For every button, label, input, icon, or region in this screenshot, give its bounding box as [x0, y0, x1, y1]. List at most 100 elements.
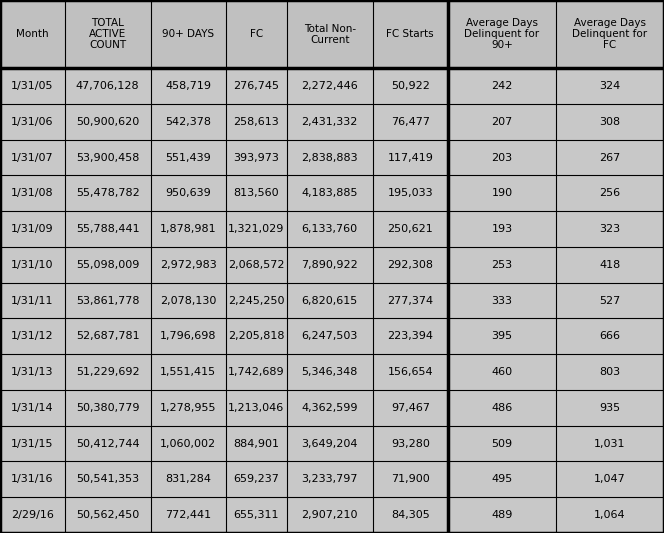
Bar — [64, 0, 151, 68]
Text: 418: 418 — [600, 260, 621, 270]
Bar — [448, 462, 556, 497]
Bar — [373, 175, 448, 211]
Bar — [64, 282, 151, 319]
Bar — [373, 426, 448, 462]
Text: 4,362,599: 4,362,599 — [301, 403, 358, 413]
Bar — [0, 390, 64, 426]
Text: 190: 190 — [491, 188, 513, 198]
Text: 97,467: 97,467 — [391, 403, 430, 413]
Bar — [373, 104, 448, 140]
Bar — [448, 354, 556, 390]
Text: 1,321,029: 1,321,029 — [228, 224, 284, 234]
Bar — [448, 426, 556, 462]
Bar — [151, 354, 226, 390]
Text: 950,639: 950,639 — [165, 188, 211, 198]
Bar — [151, 175, 226, 211]
Text: 203: 203 — [491, 152, 513, 163]
Text: Average Days
Delinquent for
FC: Average Days Delinquent for FC — [572, 18, 647, 50]
Bar — [448, 104, 556, 140]
Bar — [556, 462, 664, 497]
Text: 1,551,415: 1,551,415 — [160, 367, 216, 377]
Text: 2,272,446: 2,272,446 — [301, 81, 358, 91]
Bar — [226, 282, 287, 319]
Bar — [373, 354, 448, 390]
Text: 256: 256 — [600, 188, 621, 198]
Text: 242: 242 — [491, 81, 513, 91]
Bar — [0, 282, 64, 319]
Text: 7,890,922: 7,890,922 — [301, 260, 358, 270]
Bar — [556, 140, 664, 175]
Text: 195,033: 195,033 — [388, 188, 433, 198]
Text: 527: 527 — [600, 296, 621, 305]
Text: 486: 486 — [491, 403, 513, 413]
Text: 1,278,955: 1,278,955 — [160, 403, 216, 413]
Bar — [64, 462, 151, 497]
Bar — [0, 0, 64, 68]
Bar — [226, 175, 287, 211]
Text: 2,972,983: 2,972,983 — [160, 260, 216, 270]
Text: 324: 324 — [600, 81, 621, 91]
Bar — [64, 426, 151, 462]
Text: 2,078,130: 2,078,130 — [160, 296, 216, 305]
Text: 666: 666 — [600, 332, 620, 341]
Text: 223,394: 223,394 — [387, 332, 434, 341]
Text: 6,133,760: 6,133,760 — [301, 224, 358, 234]
Text: 1,060,002: 1,060,002 — [160, 439, 216, 449]
Bar — [226, 426, 287, 462]
Bar — [373, 282, 448, 319]
Text: 84,305: 84,305 — [391, 510, 430, 520]
Text: 5,346,348: 5,346,348 — [301, 367, 358, 377]
Bar — [0, 140, 64, 175]
Bar — [448, 175, 556, 211]
Bar — [226, 104, 287, 140]
Text: 250,621: 250,621 — [387, 224, 433, 234]
Bar — [448, 282, 556, 319]
Bar — [151, 104, 226, 140]
Bar — [151, 426, 226, 462]
Text: 1/31/14: 1/31/14 — [11, 403, 54, 413]
Bar — [64, 104, 151, 140]
Text: 2,907,210: 2,907,210 — [301, 510, 358, 520]
Bar — [226, 0, 287, 68]
Bar — [64, 140, 151, 175]
Text: 1,742,689: 1,742,689 — [228, 367, 285, 377]
Text: 50,541,353: 50,541,353 — [76, 474, 139, 484]
Bar — [226, 354, 287, 390]
Text: 1/31/15: 1/31/15 — [11, 439, 54, 449]
Text: TOTAL
ACTIVE
COUNT: TOTAL ACTIVE COUNT — [89, 18, 126, 50]
Text: 50,380,779: 50,380,779 — [76, 403, 139, 413]
Text: 258,613: 258,613 — [233, 117, 279, 127]
Text: 813,560: 813,560 — [234, 188, 279, 198]
Text: 1/31/06: 1/31/06 — [11, 117, 54, 127]
Bar — [287, 68, 373, 104]
Text: 292,308: 292,308 — [387, 260, 434, 270]
Text: 1,796,698: 1,796,698 — [160, 332, 216, 341]
Bar — [151, 390, 226, 426]
Text: 3,233,797: 3,233,797 — [301, 474, 358, 484]
Bar — [373, 247, 448, 282]
Text: 2,838,883: 2,838,883 — [301, 152, 358, 163]
Bar — [373, 497, 448, 533]
Text: 831,284: 831,284 — [165, 474, 211, 484]
Text: 458,719: 458,719 — [165, 81, 211, 91]
Bar — [226, 247, 287, 282]
Text: 156,654: 156,654 — [388, 367, 433, 377]
Bar — [151, 140, 226, 175]
Text: 50,412,744: 50,412,744 — [76, 439, 139, 449]
Text: 2,205,818: 2,205,818 — [228, 332, 284, 341]
Bar — [226, 211, 287, 247]
Text: 1/31/12: 1/31/12 — [11, 332, 54, 341]
Bar — [287, 247, 373, 282]
Text: Month: Month — [16, 29, 48, 39]
Bar — [556, 247, 664, 282]
Text: 117,419: 117,419 — [387, 152, 433, 163]
Text: 659,237: 659,237 — [233, 474, 279, 484]
Bar — [226, 390, 287, 426]
Text: 1,213,046: 1,213,046 — [228, 403, 284, 413]
Text: 51,229,692: 51,229,692 — [76, 367, 139, 377]
Bar — [226, 497, 287, 533]
Text: 253: 253 — [491, 260, 513, 270]
Bar — [0, 462, 64, 497]
Bar — [287, 104, 373, 140]
Bar — [287, 211, 373, 247]
